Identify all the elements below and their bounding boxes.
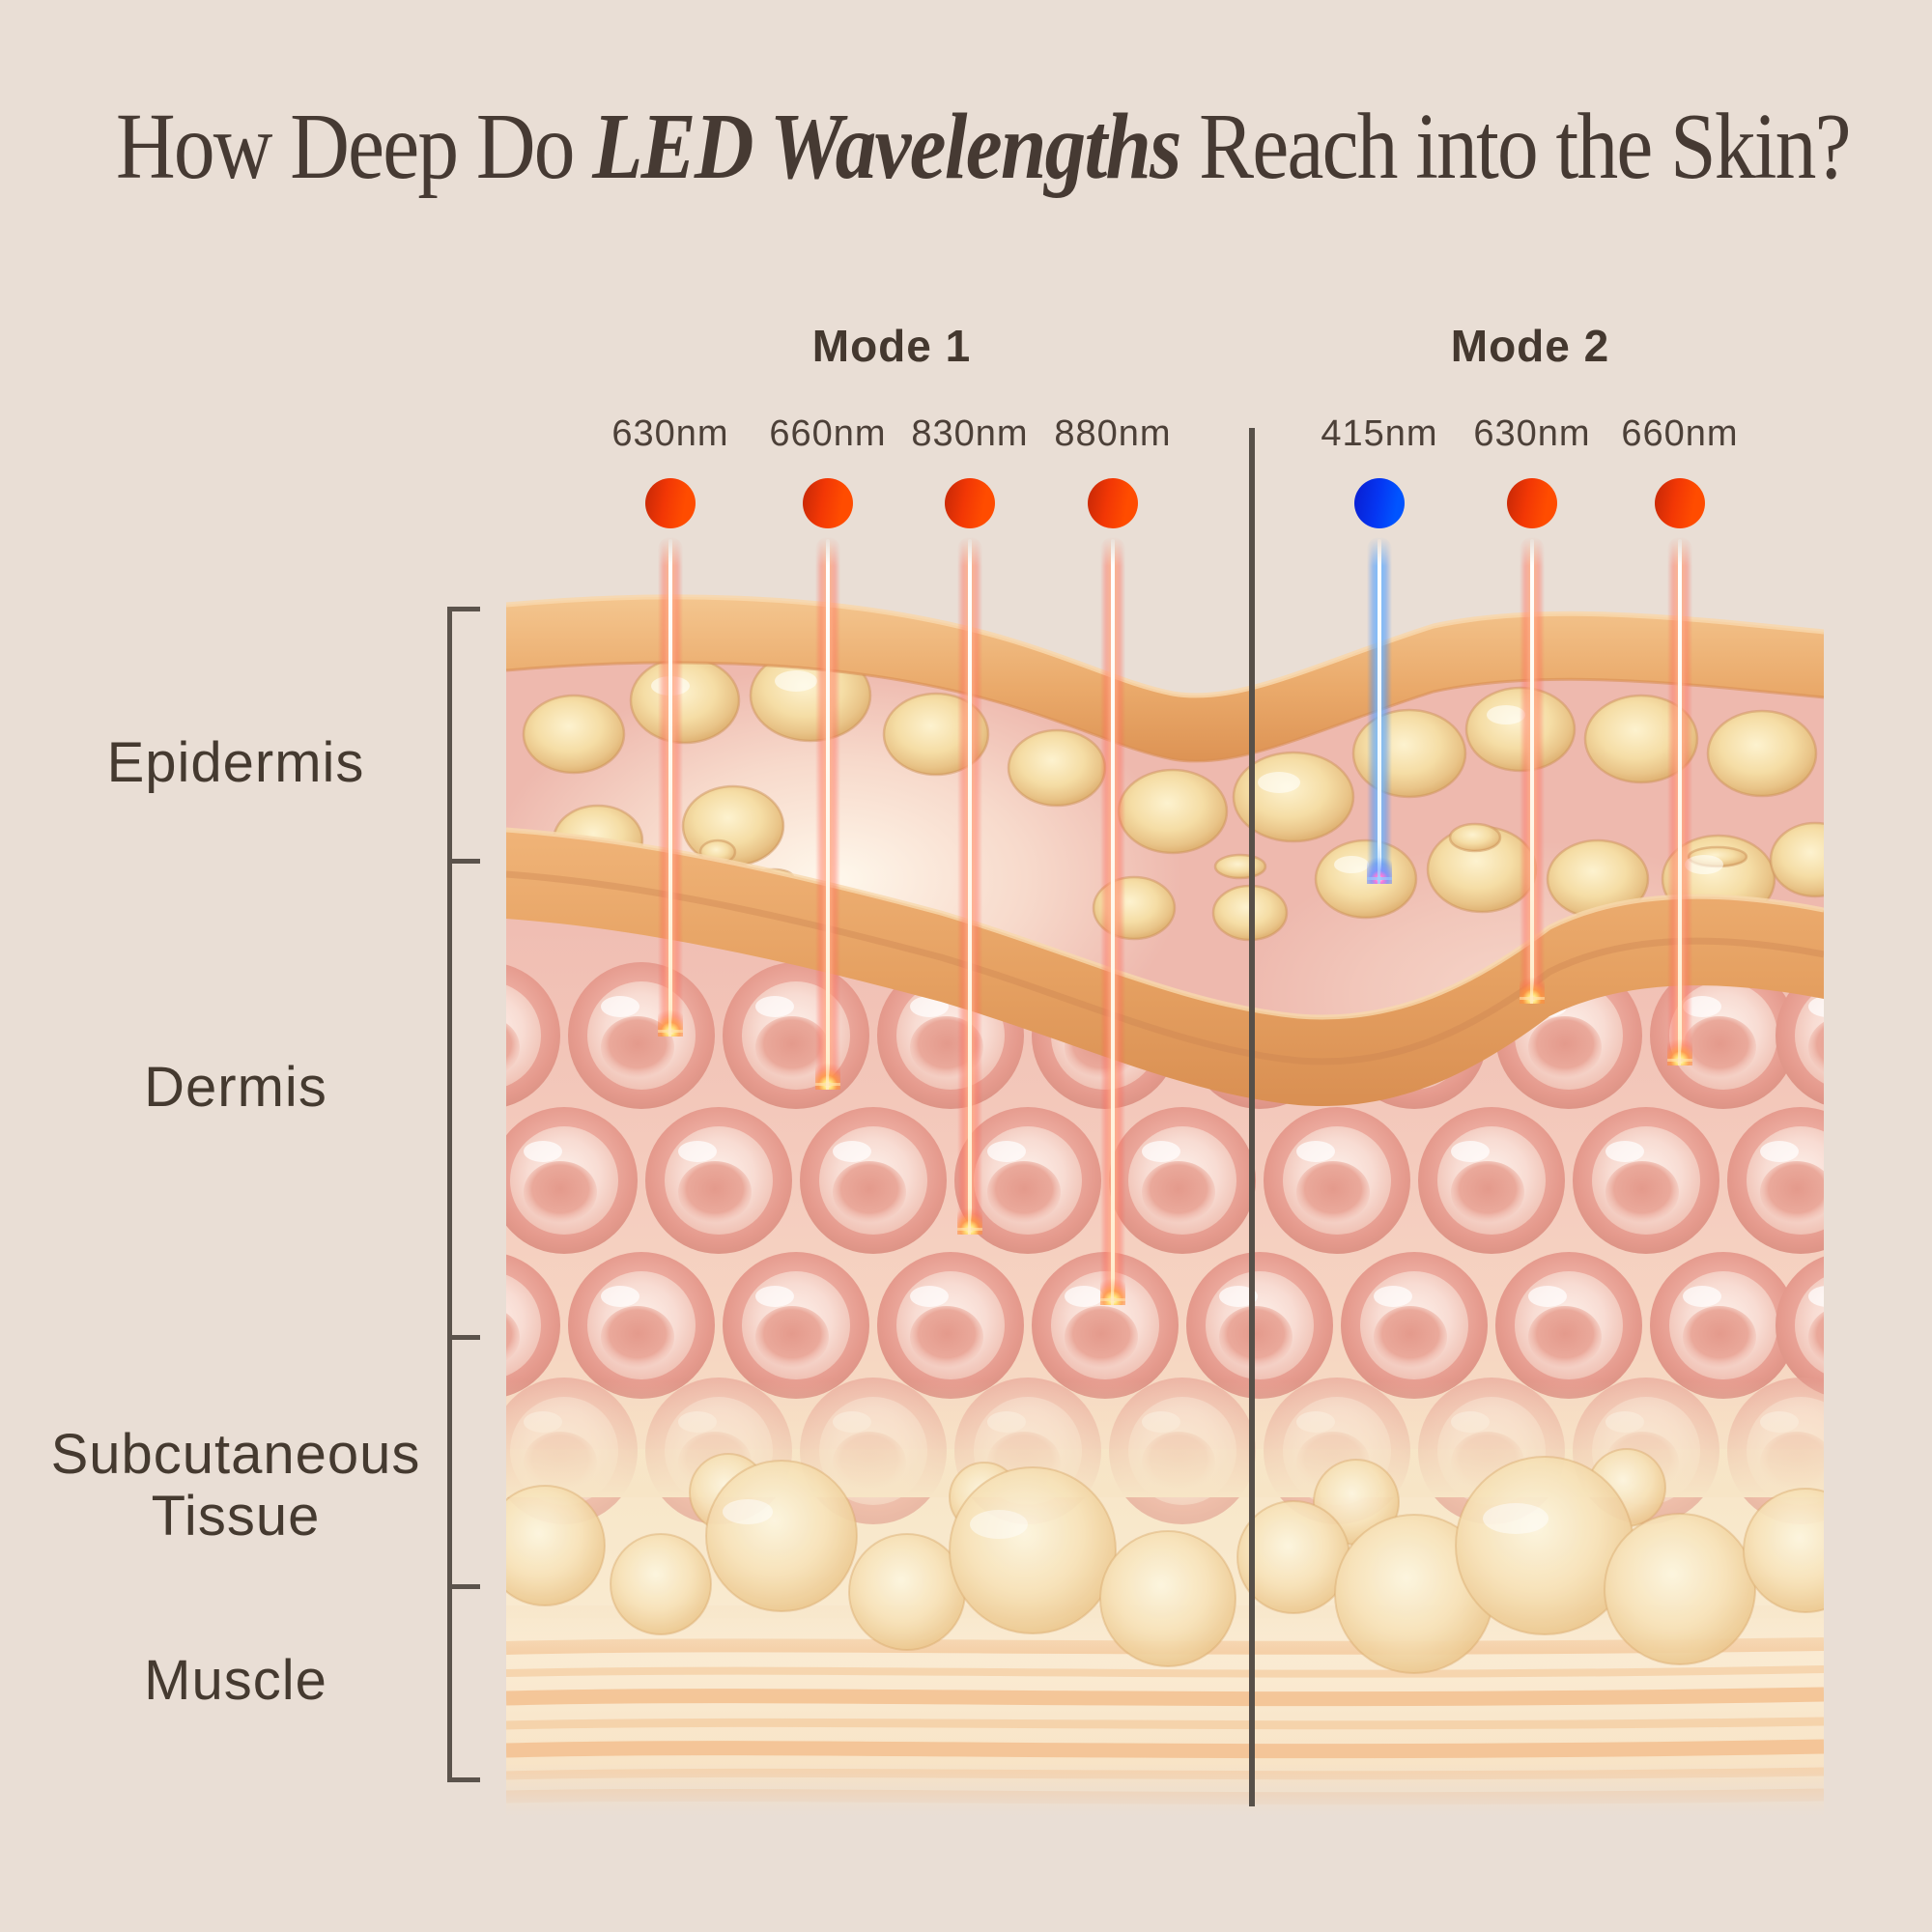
mode-1-label: Mode 1: [811, 321, 972, 371]
led-dot-mode2-630nm: [1507, 478, 1557, 528]
mode-divider-line: [1249, 428, 1255, 1806]
bracket-tick-subcutaneous-muscle: [447, 1584, 480, 1589]
light-beam-mode2-415nm: [1342, 537, 1417, 915]
led-dot-mode1-630nm: [645, 478, 696, 528]
title-suffix: Reach into the Skin?: [1179, 95, 1851, 198]
layer-label-subcutaneous-line2: Tissue: [151, 1485, 321, 1548]
light-beam-mode1-630nm: [633, 537, 708, 1067]
title-emphasis: LED Wavelengths: [592, 95, 1181, 198]
page-title: How Deep Do LED Wavelengths Reach into t…: [116, 93, 1852, 200]
fat-globules: [506, 1448, 1824, 1674]
layer-label-epidermis: Epidermis: [106, 731, 365, 794]
wavelength-label-mode2-660nm: 660nm: [1621, 413, 1739, 454]
bracket-tick-bottom: [447, 1777, 480, 1782]
light-beam-mode1-830nm: [932, 537, 1008, 1265]
wavelength-label-mode1-630nm: 630nm: [611, 413, 729, 454]
bracket-tick-dermis-subcutaneous: [447, 1335, 480, 1340]
led-dot-mode2-415nm: [1354, 478, 1405, 528]
mode-2-label: Mode 2: [1450, 321, 1610, 371]
layer-label-muscle: Muscle: [144, 1649, 327, 1712]
bracket-tick-epidermis-dermis: [447, 859, 480, 864]
layer-depth-bracket: [447, 607, 452, 1782]
led-dot-mode1-880nm: [1088, 478, 1138, 528]
bracket-tick-skin-surface: [447, 607, 480, 611]
light-beam-mode2-630nm: [1494, 537, 1570, 1035]
wavelength-label-mode1-880nm: 880nm: [1054, 413, 1172, 454]
wavelength-label-mode2-630nm: 630nm: [1473, 413, 1591, 454]
light-beam-mode1-660nm: [790, 537, 866, 1121]
light-beam-mode1-880nm: [1075, 537, 1151, 1336]
wavelength-label-mode1-660nm: 660nm: [769, 413, 887, 454]
led-dot-mode2-660nm: [1655, 478, 1705, 528]
skin-cross-section-illustration: [506, 594, 1824, 1816]
layer-label-subcutaneous-tissue: Subcutaneous Tissue: [0, 1424, 471, 1548]
wavelength-label-mode2-415nm: 415nm: [1321, 413, 1438, 454]
layer-label-dermis: Dermis: [144, 1056, 327, 1119]
light-beam-mode2-660nm: [1642, 537, 1718, 1096]
title-prefix: How Deep Do: [116, 95, 593, 198]
led-dot-mode1-830nm: [945, 478, 995, 528]
wavelength-label-mode1-830nm: 830nm: [911, 413, 1029, 454]
layer-label-subcutaneous-line1: Subcutaneous: [50, 1423, 421, 1486]
led-dot-mode1-660nm: [803, 478, 853, 528]
